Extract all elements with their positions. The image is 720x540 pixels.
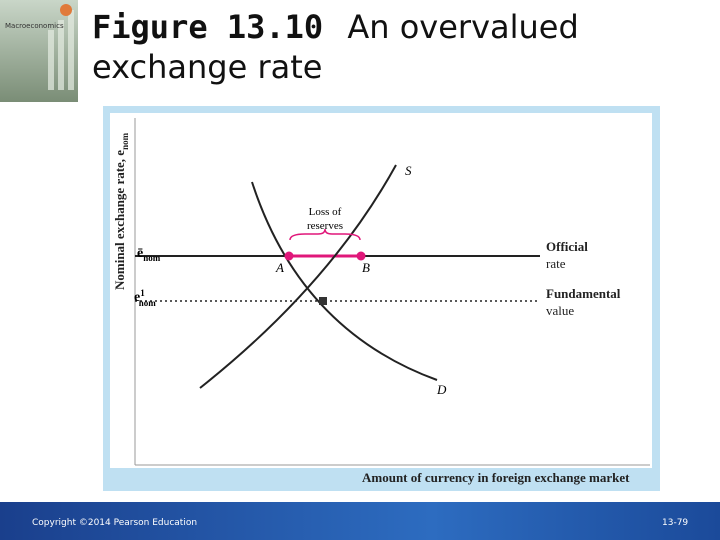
level-superscript: 1	[140, 288, 145, 298]
cover-title: Macroeconomics	[5, 22, 64, 30]
slide-title: Figure 13.10 An overvalued	[92, 8, 579, 46]
footer-bar	[0, 502, 720, 540]
title-text: An overvalued	[347, 8, 578, 46]
official-level-label: ēnom	[137, 246, 161, 263]
supply-curve	[199, 164, 397, 389]
level-symbol: e	[134, 290, 140, 305]
y-axis-subscript: nom	[120, 132, 130, 150]
equilibrium-point	[319, 297, 327, 305]
supply-label: S	[405, 163, 412, 178]
fundamental-label: value	[546, 303, 574, 318]
loss-label: reserves	[307, 220, 343, 232]
level-subscript: nom	[139, 298, 157, 308]
diagram: Nominal exchange rate, enom Amount of cu…	[112, 118, 650, 485]
diagram-area	[110, 113, 652, 468]
fundamental-level-label: e1 nom	[134, 288, 156, 308]
copyright: Copyright ©2014 Pearson Education	[32, 518, 197, 528]
y-axis-label: Nominal exchange rate, enom	[112, 132, 130, 290]
figure-number: Figure 13.10	[92, 8, 323, 46]
demand-curve	[251, 181, 438, 381]
y-axis-text: Nominal exchange rate, e	[112, 150, 127, 290]
fundamental-label: Fundamental	[546, 286, 621, 301]
x-axis-label: Amount of currency in foreign exchange m…	[362, 470, 630, 485]
official-label: Official	[546, 239, 588, 254]
level-symbol: ē	[137, 246, 143, 261]
loss-label: Loss of	[309, 206, 342, 218]
point-a-label: A	[275, 260, 284, 275]
point-b	[356, 251, 366, 261]
demand-label: D	[436, 382, 447, 397]
level-subscript: nom	[143, 253, 161, 263]
brace	[289, 228, 361, 241]
point-b-label: B	[362, 260, 370, 275]
point-a	[284, 251, 294, 261]
title-text: exchange rate	[92, 48, 322, 86]
official-label: rate	[546, 256, 566, 271]
book-cover: Macroeconomics	[0, 0, 78, 102]
page-number: 13-79	[662, 518, 688, 528]
